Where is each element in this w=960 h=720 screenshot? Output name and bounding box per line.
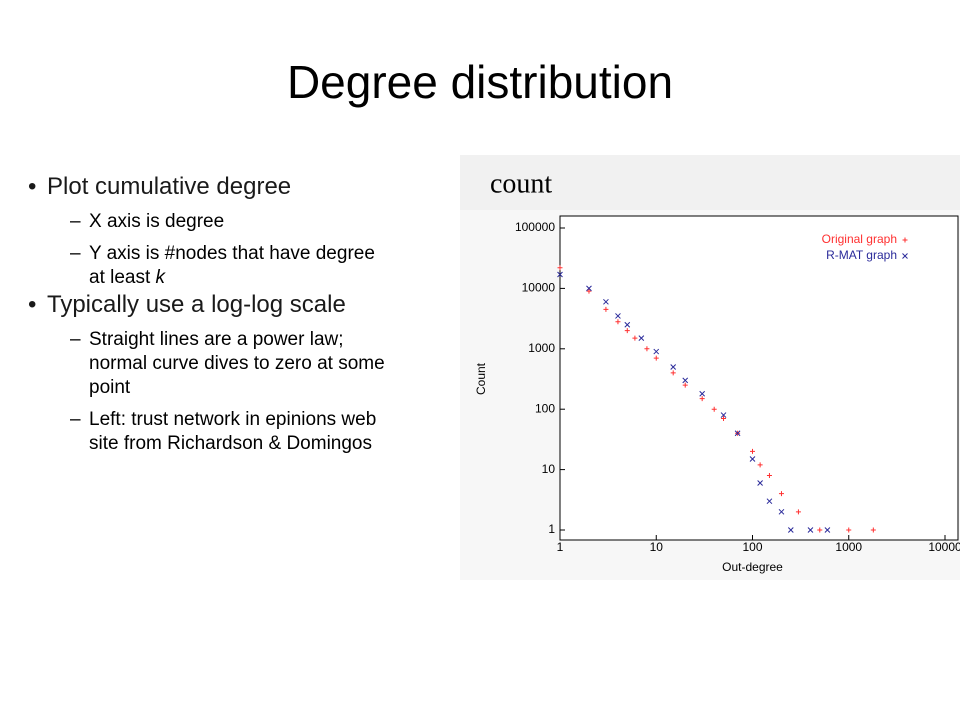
data-point bbox=[757, 462, 763, 468]
sub-bullet: Straight lines are a power law; normal c… bbox=[70, 328, 389, 400]
data-point bbox=[638, 335, 645, 342]
sub-bullet-text: Left: trust network in epinions web site… bbox=[89, 409, 377, 454]
data-point bbox=[653, 348, 660, 355]
sub-bullet-text: X axis is degree bbox=[89, 211, 225, 232]
data-point bbox=[778, 508, 785, 515]
sub-bullet: X axis is degree bbox=[70, 210, 389, 234]
y-tick-label: 10 bbox=[542, 462, 556, 476]
data-point bbox=[615, 319, 621, 325]
y-tick-label: 10000 bbox=[522, 281, 556, 295]
data-point bbox=[615, 313, 621, 319]
data-point bbox=[817, 527, 823, 533]
y-tick-label: 1000 bbox=[528, 341, 555, 355]
data-point bbox=[603, 298, 609, 305]
emphasis: k bbox=[155, 267, 166, 288]
data-point bbox=[757, 480, 763, 486]
bullet: Typically use a log-log scale bbox=[28, 290, 408, 320]
data-point bbox=[721, 416, 727, 422]
sub-bullet: Y axis is #nodes that have degree at lea… bbox=[70, 242, 389, 290]
plot-frame bbox=[559, 215, 959, 541]
data-point bbox=[557, 265, 563, 271]
chart-annotation: count bbox=[490, 168, 552, 199]
data-point bbox=[720, 412, 727, 418]
bullet-text: Plot cumulative degree bbox=[47, 173, 292, 200]
data-point bbox=[653, 355, 659, 361]
sub-bullet: Left: trust network in epinions web site… bbox=[70, 408, 389, 456]
data-point bbox=[699, 396, 705, 402]
x-axis-label: Out-degree bbox=[722, 560, 783, 574]
y-tick-label: 100 bbox=[535, 401, 555, 415]
data-point bbox=[846, 527, 852, 533]
data-point bbox=[787, 527, 794, 533]
y-tick-label: 100000 bbox=[515, 220, 555, 234]
data-point bbox=[749, 456, 756, 462]
data-point bbox=[766, 498, 773, 505]
x-tick-label: 1000 bbox=[835, 540, 862, 554]
data-point bbox=[750, 448, 755, 454]
data-point bbox=[682, 382, 688, 388]
legend-marker bbox=[902, 253, 908, 259]
data-point bbox=[670, 370, 676, 376]
data-point bbox=[603, 306, 609, 312]
legend-label: Original graph bbox=[822, 232, 897, 246]
bullet-list: Plot cumulative degree X axis is degree Y … bbox=[28, 172, 408, 456]
data-point bbox=[624, 328, 630, 334]
data-point bbox=[682, 377, 689, 384]
data-point bbox=[824, 527, 831, 533]
data-point bbox=[586, 285, 592, 292]
data-point bbox=[644, 346, 650, 352]
data-point bbox=[624, 321, 631, 328]
slide-title: Degree distribution bbox=[286, 56, 674, 108]
data-point bbox=[870, 527, 876, 533]
image-header bbox=[460, 155, 960, 210]
data-point bbox=[586, 288, 592, 294]
x-tick-label: 100 bbox=[742, 540, 762, 554]
y-axis-label: Count bbox=[474, 362, 488, 395]
legend-marker bbox=[902, 237, 908, 243]
data-point bbox=[711, 406, 717, 412]
data-point bbox=[670, 364, 677, 370]
x-tick-label: 10 bbox=[650, 540, 664, 554]
x-tick-label: 1 bbox=[557, 540, 564, 554]
x-tick-label: 10000 bbox=[928, 540, 960, 554]
data-point bbox=[632, 335, 638, 341]
data-point bbox=[778, 491, 784, 497]
sub-bullet-text: Straight lines are a power law; normal c… bbox=[89, 329, 385, 398]
data-point bbox=[766, 472, 772, 478]
bullet: Plot cumulative degree bbox=[28, 172, 408, 202]
bullet-text: Typically use a log-log scale bbox=[47, 291, 346, 318]
data-point bbox=[795, 509, 801, 515]
y-tick-label: 1 bbox=[548, 522, 555, 536]
data-point bbox=[807, 527, 814, 533]
sub-bullet-text: Y axis is #nodes that have degree at lea… bbox=[89, 243, 375, 288]
data-point bbox=[734, 430, 741, 437]
data-point bbox=[557, 271, 563, 278]
legend-label: R-MAT graph bbox=[826, 248, 897, 262]
data-point bbox=[699, 390, 706, 397]
